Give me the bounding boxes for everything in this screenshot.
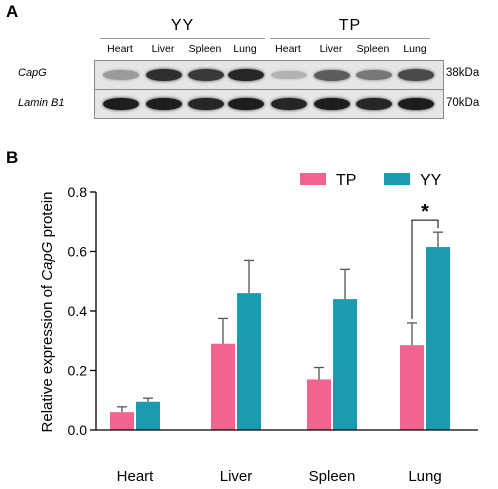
x-tick-label: Lung bbox=[408, 468, 441, 485]
blot-band bbox=[188, 97, 224, 111]
y-axis: 0.0 0.2 0.4 0.6 0.8 bbox=[68, 184, 97, 438]
significance-bracket bbox=[411, 219, 439, 319]
legend-swatch-tp bbox=[300, 173, 326, 185]
lane-label-tp-spleen: Spleen bbox=[356, 43, 390, 55]
blot-label-lamin-b1: Lamin B1 bbox=[18, 97, 65, 109]
group-label-tp: TP bbox=[338, 17, 362, 34]
blot-band bbox=[271, 97, 307, 111]
legend-label-tp: TP bbox=[336, 172, 356, 189]
blot-label-capg: CapG bbox=[18, 67, 47, 79]
panel-a-letter: A bbox=[6, 2, 19, 21]
mw-label-lamin-b1: 70kDa bbox=[446, 97, 480, 109]
y-axis-label: Relative expression of CapG protein bbox=[39, 192, 56, 433]
lane-label-tp-lung: Lung bbox=[403, 43, 427, 55]
blot-band bbox=[314, 97, 350, 111]
y-tick-label: 0.8 bbox=[68, 184, 88, 200]
mw-label-capg: 38kDa bbox=[446, 67, 480, 79]
x-axis: Heart Liver Spleen Lung bbox=[96, 429, 478, 485]
legend: TP YY bbox=[300, 172, 442, 189]
y-tick-label: 0.6 bbox=[68, 244, 88, 260]
legend-swatch-yy bbox=[384, 173, 410, 185]
blot-band bbox=[398, 69, 434, 81]
lane-label-yy-liver: Liver bbox=[151, 43, 175, 55]
lane-label-yy-heart: Heart bbox=[107, 43, 133, 55]
blot-band bbox=[146, 97, 182, 111]
legend-label-yy: YY bbox=[420, 172, 442, 189]
blot-band bbox=[356, 97, 392, 111]
y-tick-label: 0.0 bbox=[68, 422, 88, 438]
y-tick-label: 0.4 bbox=[68, 303, 88, 319]
group-label-yy: YY bbox=[170, 17, 195, 34]
bar-yy bbox=[333, 299, 357, 430]
bar-chart: 0.0 0.2 0.4 0.6 0.8 * Heart Liver Spleen Lung T… bbox=[39, 172, 478, 485]
western-blot-capg bbox=[94, 60, 444, 90]
bar-yy bbox=[136, 401, 160, 430]
bar-tp bbox=[211, 343, 235, 430]
lane-label-tp-heart: Heart bbox=[275, 43, 301, 55]
blot-band bbox=[228, 97, 264, 111]
bar-yy bbox=[426, 247, 450, 430]
y-tick-label: 0.2 bbox=[68, 363, 88, 379]
blot-band bbox=[271, 70, 307, 80]
lane-label-yy-spleen: Spleen bbox=[188, 43, 222, 55]
western-blot-lamin-b1 bbox=[94, 89, 444, 119]
blot-band bbox=[188, 69, 224, 81]
blot-band bbox=[146, 68, 182, 82]
panel-b-letter: B bbox=[6, 148, 19, 167]
x-tick-label: Spleen bbox=[309, 468, 356, 485]
lane-label-tp-liver: Liver bbox=[319, 43, 343, 55]
bar-tp bbox=[307, 379, 331, 430]
lane-label-yy-lung: Lung bbox=[233, 43, 257, 55]
x-tick-label: Heart bbox=[117, 468, 155, 485]
blot-band bbox=[103, 70, 139, 80]
bar-tp bbox=[110, 412, 134, 430]
blot-band bbox=[398, 97, 434, 111]
group-divider-tp bbox=[270, 38, 430, 39]
group-divider-yy bbox=[100, 38, 265, 39]
bar-tp bbox=[400, 345, 424, 430]
blot-band bbox=[228, 68, 264, 82]
blot-band bbox=[356, 69, 392, 81]
bars: * bbox=[110, 201, 450, 430]
bar-yy bbox=[237, 293, 261, 430]
blot-band bbox=[103, 97, 139, 111]
significance-marker: * bbox=[421, 201, 429, 223]
blot-band bbox=[314, 69, 350, 81]
x-tick-label: Liver bbox=[220, 468, 253, 485]
